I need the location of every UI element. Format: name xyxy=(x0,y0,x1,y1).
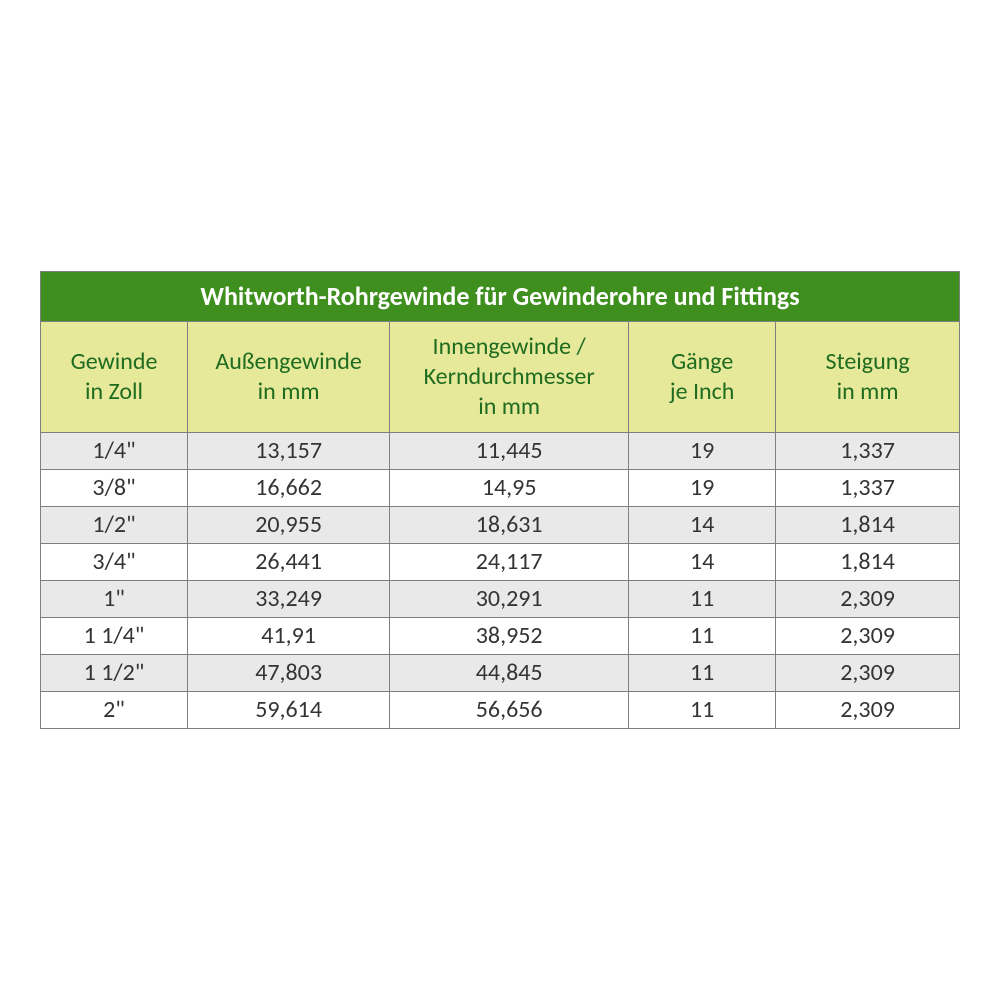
col-header-line: je Inch xyxy=(670,377,735,406)
table-row: 1/2" 20,955 18,631 14 1,814 xyxy=(41,506,960,543)
col-header-innengewinde: Innengewinde / Kerndurchmesser in mm xyxy=(390,321,629,432)
cell-gewinde: 1 1/2" xyxy=(41,654,188,691)
col-header-gewinde: Gewinde in Zoll xyxy=(41,321,188,432)
cell-gaenge: 11 xyxy=(629,617,776,654)
cell-gewinde: 2" xyxy=(41,691,188,728)
col-header-line: Steigung xyxy=(826,347,910,376)
col-header-line: Kerndurchmesser xyxy=(424,362,595,391)
table-row: 1/4" 13,157 11,445 19 1,337 xyxy=(41,432,960,469)
col-header-line: in mm xyxy=(258,377,320,406)
table-row: 1" 33,249 30,291 11 2,309 xyxy=(41,580,960,617)
cell-gaenge: 14 xyxy=(629,506,776,543)
cell-gewinde: 3/8" xyxy=(41,469,188,506)
cell-steigung: 2,309 xyxy=(776,654,960,691)
cell-aussengewinde: 16,662 xyxy=(188,469,390,506)
cell-steigung: 2,309 xyxy=(776,580,960,617)
table-row: 1 1/4" 41,91 38,952 11 2,309 xyxy=(41,617,960,654)
cell-steigung: 2,309 xyxy=(776,691,960,728)
cell-gewinde: 1 1/4" xyxy=(41,617,188,654)
cell-steigung: 1,814 xyxy=(776,543,960,580)
col-header-aussengewinde: Außengewinde in mm xyxy=(188,321,390,432)
cell-gewinde: 1" xyxy=(41,580,188,617)
cell-innengewinde: 30,291 xyxy=(390,580,629,617)
col-header-line: in mm xyxy=(478,392,540,421)
cell-innengewinde: 11,445 xyxy=(390,432,629,469)
cell-gaenge: 14 xyxy=(629,543,776,580)
cell-aussengewinde: 13,157 xyxy=(188,432,390,469)
cell-innengewinde: 18,631 xyxy=(390,506,629,543)
cell-aussengewinde: 41,91 xyxy=(188,617,390,654)
table-header-row: Gewinde in Zoll Außengewinde in mm Innen… xyxy=(41,321,960,432)
cell-innengewinde: 38,952 xyxy=(390,617,629,654)
table-row: 3/8" 16,662 14,95 19 1,337 xyxy=(41,469,960,506)
col-header-line: Außengewinde xyxy=(215,347,361,376)
col-header-steigung: Steigung in mm xyxy=(776,321,960,432)
cell-gaenge: 11 xyxy=(629,580,776,617)
cell-aussengewinde: 47,803 xyxy=(188,654,390,691)
cell-steigung: 2,309 xyxy=(776,617,960,654)
col-header-line: in Zoll xyxy=(85,377,143,406)
cell-gaenge: 19 xyxy=(629,432,776,469)
cell-innengewinde: 24,117 xyxy=(390,543,629,580)
cell-aussengewinde: 20,955 xyxy=(188,506,390,543)
cell-steigung: 1,337 xyxy=(776,469,960,506)
cell-gewinde: 3/4" xyxy=(41,543,188,580)
cell-innengewinde: 14,95 xyxy=(390,469,629,506)
cell-gewinde: 1/4" xyxy=(41,432,188,469)
table-row: 3/4" 26,441 24,117 14 1,814 xyxy=(41,543,960,580)
cell-aussengewinde: 59,614 xyxy=(188,691,390,728)
cell-gaenge: 19 xyxy=(629,469,776,506)
col-header-line: Gewinde xyxy=(71,347,158,376)
table-row: 1 1/2" 47,803 44,845 11 2,309 xyxy=(41,654,960,691)
table-body: 1/4" 13,157 11,445 19 1,337 3/8" 16,662 … xyxy=(41,432,960,728)
cell-gewinde: 1/2" xyxy=(41,506,188,543)
col-header-line: in mm xyxy=(837,377,899,406)
whitworth-table: Whitworth-Rohrgewinde für Gewinderohre u… xyxy=(40,271,960,729)
cell-gaenge: 11 xyxy=(629,691,776,728)
cell-gaenge: 11 xyxy=(629,654,776,691)
cell-innengewinde: 44,845 xyxy=(390,654,629,691)
page: Whitworth-Rohrgewinde für Gewinderohre u… xyxy=(0,0,1000,1000)
col-header-line: Gänge xyxy=(671,347,733,376)
table-row: 2" 59,614 56,656 11 2,309 xyxy=(41,691,960,728)
table-title: Whitworth-Rohrgewinde für Gewinderohre u… xyxy=(41,272,960,322)
table-title-row: Whitworth-Rohrgewinde für Gewinderohre u… xyxy=(41,272,960,322)
cell-steigung: 1,814 xyxy=(776,506,960,543)
cell-aussengewinde: 26,441 xyxy=(188,543,390,580)
cell-steigung: 1,337 xyxy=(776,432,960,469)
cell-aussengewinde: 33,249 xyxy=(188,580,390,617)
col-header-gaenge: Gänge je Inch xyxy=(629,321,776,432)
col-header-line: Innengewinde / xyxy=(433,332,586,361)
cell-innengewinde: 56,656 xyxy=(390,691,629,728)
